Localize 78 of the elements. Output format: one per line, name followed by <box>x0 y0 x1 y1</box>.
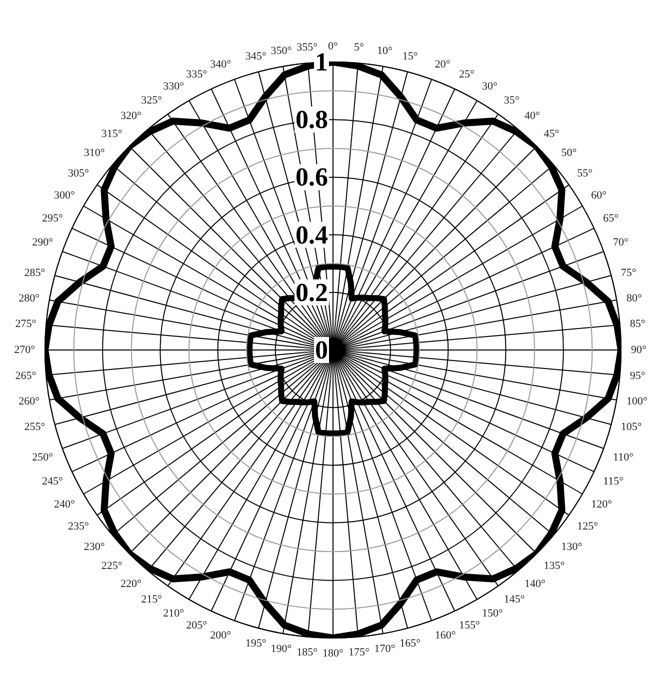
spoke-label: 100° <box>626 396 648 408</box>
spoke-label: 225° <box>101 560 122 572</box>
y-tick-label: 0.8 <box>296 105 328 134</box>
y-tick-label: 0.6 <box>296 162 328 192</box>
spoke-label: 315° <box>101 128 122 140</box>
spoke-label: 110° <box>613 451 634 464</box>
spoke-label: 235° <box>68 520 89 532</box>
spoke-label: 200° <box>210 630 232 642</box>
spoke-label: 195° <box>245 637 266 650</box>
spoke-label: 40° <box>524 110 540 122</box>
spoke-label: 255° <box>24 421 46 434</box>
y-tick-label: 0.4 <box>296 220 328 250</box>
spoke-label: 275° <box>15 318 36 330</box>
spoke-label: 115° <box>603 475 624 488</box>
spoke-label: 185° <box>296 646 318 658</box>
spoke-label: 305° <box>68 168 89 180</box>
spoke-label: 205° <box>186 620 208 632</box>
spoke-label: 75° <box>620 266 636 279</box>
spoke-label: 45° <box>544 128 560 140</box>
spoke-label: 10° <box>377 45 392 58</box>
spoke-label: 25° <box>458 68 474 80</box>
spoke-label: 20° <box>434 58 450 70</box>
spoke-label: 330° <box>163 80 184 92</box>
spoke-label: 215° <box>141 594 162 606</box>
spoke-label: 345° <box>245 50 266 63</box>
spoke-label: 320° <box>120 110 142 122</box>
spoke-label: 85° <box>630 318 646 330</box>
spoke-label: 210° <box>163 608 184 620</box>
spoke-label: 165° <box>400 637 421 650</box>
spoke-label: 90° <box>631 344 646 356</box>
spoke-label: 270° <box>14 344 35 356</box>
spoke-label: 80° <box>626 292 642 304</box>
spoke-label: 155° <box>458 620 480 632</box>
spoke-label: 120° <box>591 498 612 510</box>
spoke-label: 280° <box>18 292 40 304</box>
y-tick-label: 0 <box>315 336 328 364</box>
spoke-label: 340° <box>210 58 232 70</box>
spoke-label: 60° <box>591 190 606 202</box>
spoke-label: 70° <box>613 236 628 249</box>
spoke-label: 0° <box>328 40 338 52</box>
spoke-label: 135° <box>544 560 565 572</box>
spoke-label: 35° <box>504 94 520 106</box>
spoke-label: 50° <box>561 146 577 159</box>
spoke-label: 190° <box>270 642 292 655</box>
spoke-label: 265° <box>15 370 36 382</box>
spoke-label: 245° <box>42 475 63 488</box>
spoke-label: 160° <box>434 630 456 642</box>
spoke-label: 310° <box>84 146 105 159</box>
spoke-label: 175° <box>348 646 370 658</box>
spoke-label: 250° <box>32 451 53 464</box>
spoke-label: 220° <box>120 578 142 590</box>
spoke-label: 140° <box>524 578 546 590</box>
spoke-label: 300° <box>54 190 75 202</box>
spoke-label: 240° <box>54 498 75 510</box>
spoke-label: 130° <box>561 541 582 554</box>
spoke-label: 30° <box>482 80 498 92</box>
spoke-label: 95° <box>630 370 646 382</box>
spoke-label: 125° <box>577 520 598 532</box>
spoke-label: 105° <box>620 421 642 434</box>
spoke-label: 295° <box>42 212 63 225</box>
spoke-label: 180° <box>322 648 344 660</box>
spoke-label: 15° <box>402 50 418 63</box>
spoke-label: 170° <box>374 642 396 655</box>
spoke-label: 325° <box>141 94 162 106</box>
spoke-label: 55° <box>577 168 593 180</box>
spoke-label: 65° <box>603 212 618 225</box>
y-tick-label: 0.2 <box>296 278 328 307</box>
spoke-label: 335° <box>186 68 208 80</box>
spoke-label: 230° <box>84 541 105 554</box>
spoke-label: 145° <box>504 594 525 606</box>
spoke-label: 285° <box>24 266 46 279</box>
spoke-label: 290° <box>32 236 53 249</box>
y-tick-label: 1 <box>315 48 328 76</box>
spoke-label: 5° <box>354 42 364 54</box>
spoke-label: 260° <box>18 396 40 408</box>
spoke-label: 355° <box>296 42 318 54</box>
spoke-label: 150° <box>482 608 503 620</box>
spoke-label: 350° <box>270 45 292 58</box>
